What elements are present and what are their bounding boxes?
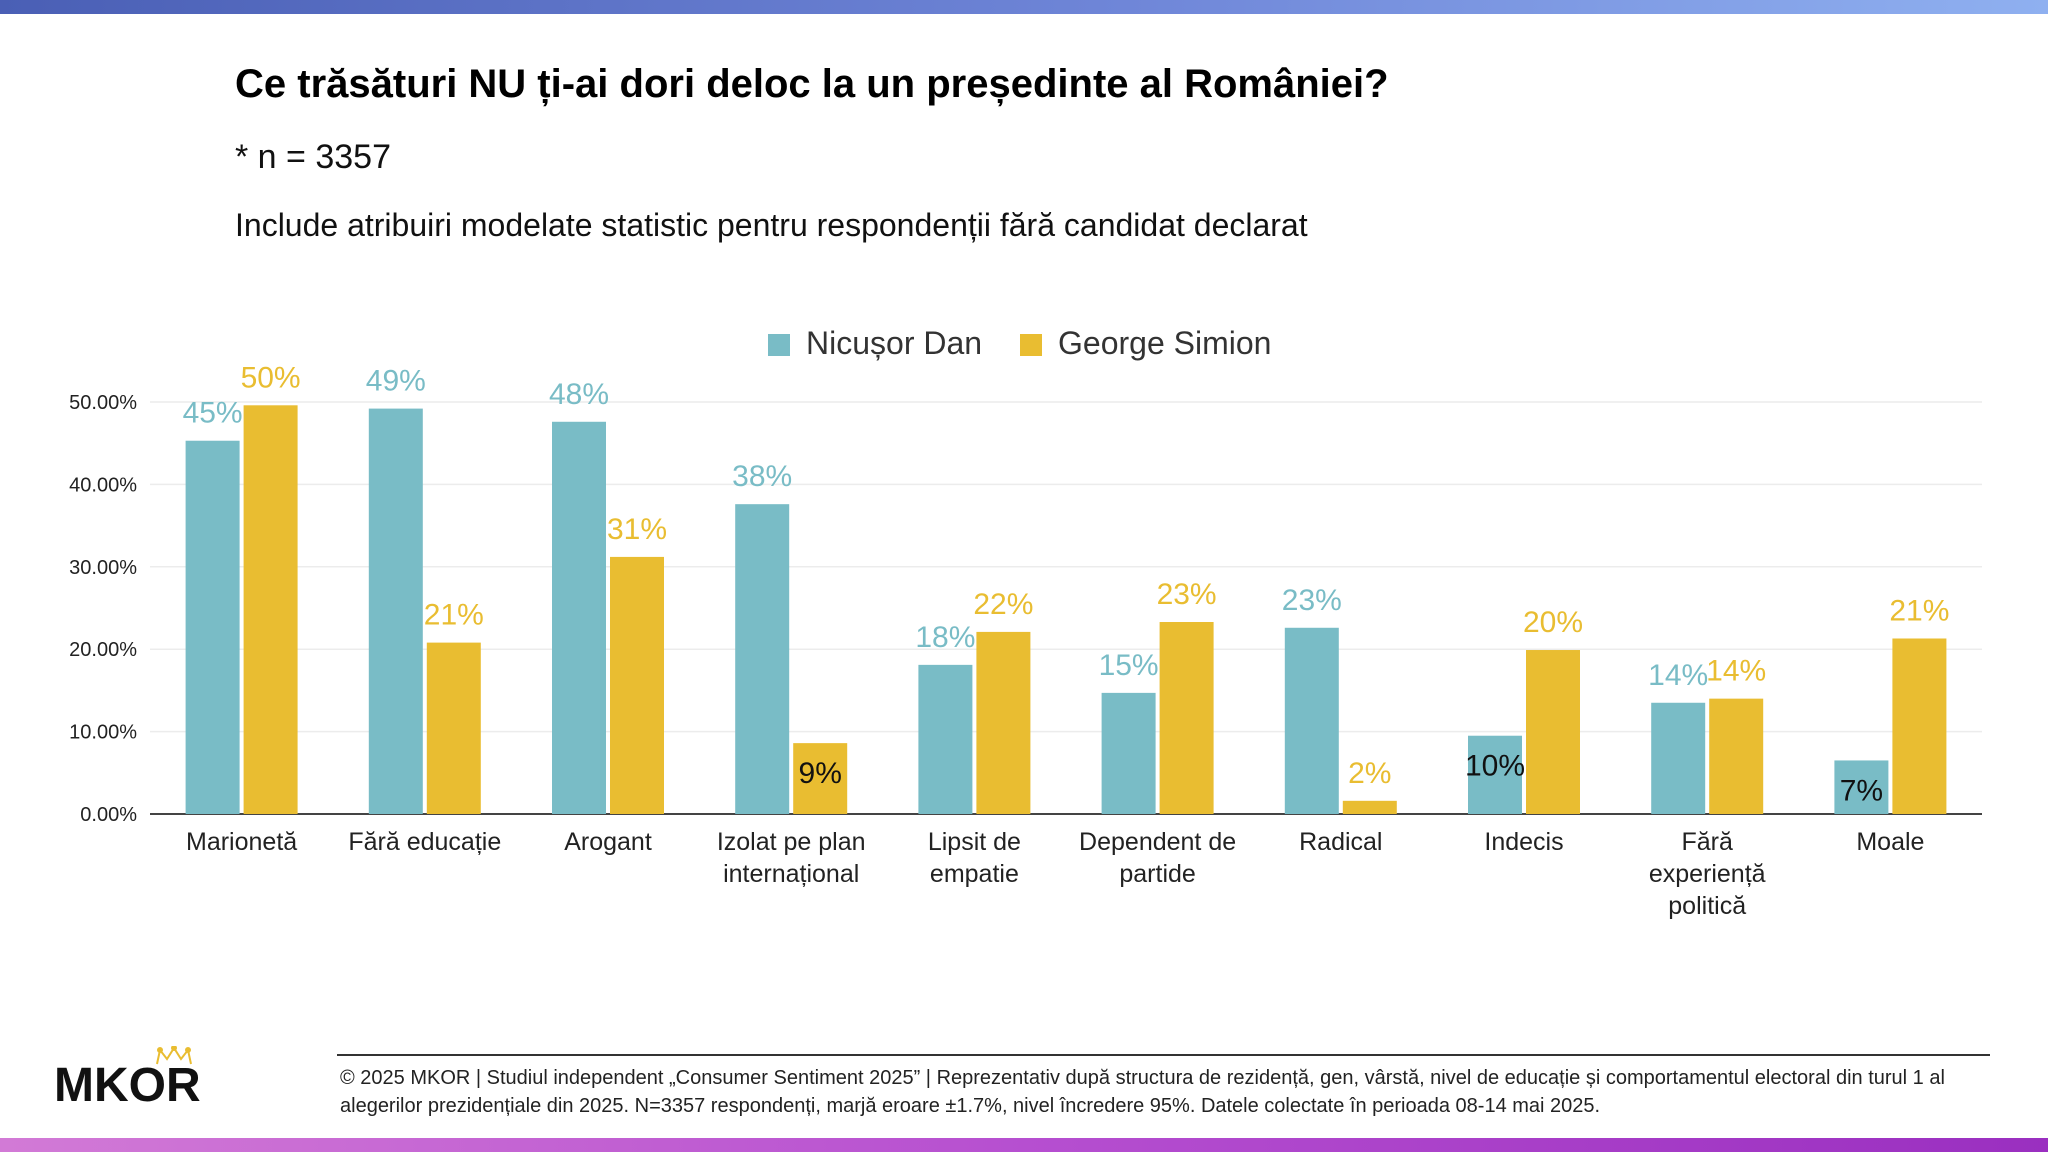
legend-swatch xyxy=(1020,334,1042,356)
legend-swatch xyxy=(768,334,790,356)
bar-george-simion xyxy=(426,642,481,814)
bar-nicusor-dan xyxy=(735,504,790,814)
data-label: 31% xyxy=(607,513,667,546)
x-tick-label: Radical xyxy=(1299,828,1382,856)
logo-wordmark: MKOR xyxy=(54,1059,201,1106)
x-tick-label: Marionetă xyxy=(186,828,297,856)
footer-divider xyxy=(337,1054,1990,1056)
data-label: 18% xyxy=(915,621,975,654)
x-tick-label: Izolat pe plan xyxy=(717,828,866,856)
y-tick-label: 0.00% xyxy=(80,804,137,826)
x-tick-label: internațional xyxy=(723,860,859,888)
y-tick-label: 10.00% xyxy=(69,722,137,744)
data-label: 23% xyxy=(1157,578,1217,611)
data-label: 48% xyxy=(549,378,609,411)
x-tick-label: politică xyxy=(1668,892,1746,920)
y-tick-label: 30.00% xyxy=(69,557,137,579)
crown-icon xyxy=(156,1046,192,1065)
bar-george-simion xyxy=(1892,638,1947,814)
data-label: 10% xyxy=(1465,750,1525,783)
mkor-logo: MKOR xyxy=(54,1046,201,1106)
data-label: 15% xyxy=(1099,649,1159,682)
data-label: 38% xyxy=(732,460,792,493)
legend-label: George Simion xyxy=(1058,325,1271,361)
data-label: 9% xyxy=(799,757,842,790)
bar-nicusor-dan xyxy=(1468,735,1522,814)
bar-george-simion xyxy=(1342,800,1397,814)
methodology-note: Include atribuiri modelate statistic pen… xyxy=(235,207,1308,243)
legend-label: Nicușor Dan xyxy=(806,325,982,361)
x-tick-label: partide xyxy=(1119,860,1195,888)
data-label: 2% xyxy=(1348,757,1391,790)
x-tick-label: experiență xyxy=(1649,860,1766,888)
bar-george-simion xyxy=(243,405,298,814)
bar-nicusor-dan xyxy=(1101,692,1156,814)
y-tick-label: 20.00% xyxy=(69,639,137,661)
bar-nicusor-dan xyxy=(552,421,606,814)
data-label: 45% xyxy=(183,397,243,430)
bar-nicusor-dan xyxy=(185,440,240,814)
bar-george-simion xyxy=(1526,650,1580,814)
x-tick-label: Fără xyxy=(1681,828,1733,856)
x-tick-label: Moale xyxy=(1856,828,1924,856)
y-tick-label: 50.00% xyxy=(69,392,137,414)
bar-nicusor-dan xyxy=(1284,627,1339,814)
data-label: 14% xyxy=(1706,655,1766,688)
data-label: 49% xyxy=(366,365,426,398)
bar-nicusor-dan xyxy=(1651,702,1706,814)
bar-george-simion xyxy=(610,556,664,814)
bar-chart: 0.00% 10.00% 20.00% 30.00% 40.00% 50.00% Nicuș… xyxy=(69,325,1982,920)
page-title: Ce trăsături NU ți-ai dori deloc la un p… xyxy=(235,62,1389,106)
data-label: 7% xyxy=(1840,774,1883,807)
data-label: 50% xyxy=(241,361,301,394)
data-label: 22% xyxy=(973,588,1033,621)
x-tick-label: Indecis xyxy=(1484,828,1563,856)
bar-george-simion xyxy=(976,631,1031,814)
x-tick-label: Dependent de xyxy=(1079,828,1236,856)
bar-nicusor-dan xyxy=(918,664,973,814)
data-label: 14% xyxy=(1648,659,1708,692)
data-label: 23% xyxy=(1282,584,1342,617)
y-tick-label: 40.00% xyxy=(69,474,137,496)
bottom-accent-bar xyxy=(0,1138,2048,1152)
data-label: 20% xyxy=(1523,606,1583,639)
x-tick-label: Arogant xyxy=(564,828,652,856)
top-accent-bar xyxy=(0,0,2048,14)
bar-george-simion xyxy=(793,743,848,814)
data-label: 21% xyxy=(1889,594,1949,627)
bar-george-simion xyxy=(1709,698,1764,814)
x-tick-label: Fără educație xyxy=(348,828,501,856)
footer-copyright: © 2025 MKOR | Studiul independent „Consu… xyxy=(340,1067,1945,1117)
sample-size: * n = 3357 xyxy=(235,138,391,176)
bar-george-simion xyxy=(1159,622,1214,814)
x-tick-label: empatie xyxy=(930,860,1019,888)
data-label: 21% xyxy=(424,599,484,632)
bar-nicusor-dan xyxy=(1834,760,1889,814)
bar-nicusor-dan xyxy=(368,408,423,814)
x-tick-label: Lipsit de xyxy=(928,828,1021,856)
